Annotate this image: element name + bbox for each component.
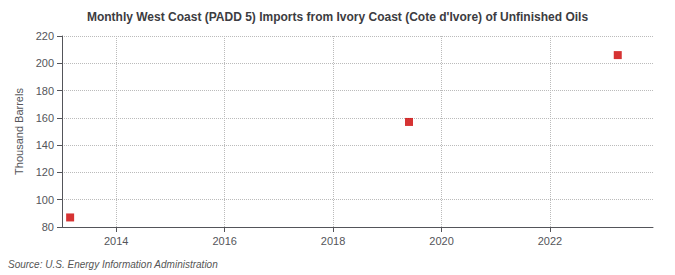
svg-text:Monthly West Coast (PADD 5) Im: Monthly West Coast (PADD 5) Imports from…	[87, 10, 588, 24]
svg-text:2020: 2020	[429, 235, 453, 247]
svg-text:Thousand Barrels: Thousand Barrels	[13, 88, 25, 175]
svg-text:160: 160	[36, 112, 54, 124]
svg-text:220: 220	[36, 30, 54, 42]
svg-text:2018: 2018	[321, 235, 345, 247]
svg-text:180: 180	[36, 85, 54, 97]
svg-text:2014: 2014	[104, 235, 128, 247]
svg-text:100: 100	[36, 194, 54, 206]
svg-text:200: 200	[36, 57, 54, 69]
svg-text:2022: 2022	[538, 235, 562, 247]
svg-text:140: 140	[36, 139, 54, 151]
svg-text:2016: 2016	[212, 235, 236, 247]
svg-text:120: 120	[36, 166, 54, 178]
svg-text:Source: U.S. Energy Informatio: Source: U.S. Energy Information Administ…	[8, 259, 218, 270]
svg-text:80: 80	[42, 221, 54, 233]
